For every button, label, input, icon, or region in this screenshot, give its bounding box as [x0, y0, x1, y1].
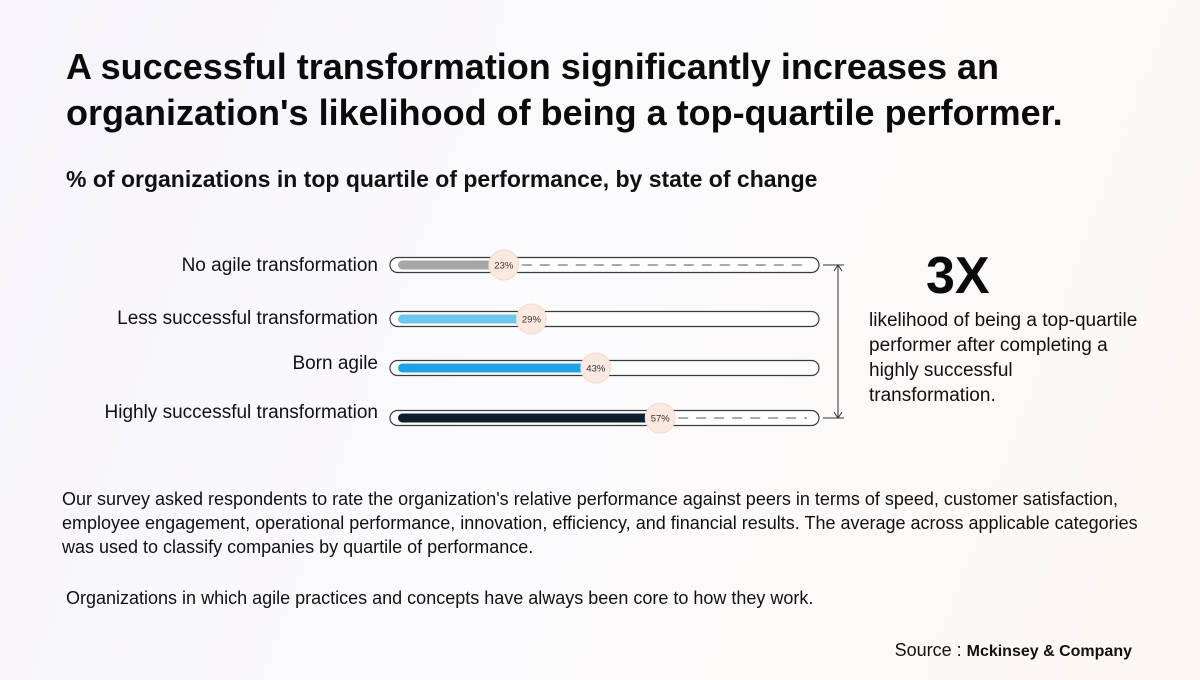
bracket-arrow-up: [833, 264, 843, 272]
bar-less-successful: [398, 314, 532, 324]
bar-highly-successful: [398, 413, 661, 423]
source-prefix: Source :: [894, 640, 967, 660]
value-label-no-agile: 23%: [494, 261, 514, 272]
value-bubble-highly-successful: [644, 402, 676, 434]
survey-description: Our survey asked respondents to rate the…: [62, 489, 1138, 557]
value-bubble-born-agile: [580, 352, 612, 384]
source-credit: Source : Mckinsey & Company: [895, 640, 1132, 661]
category-label-highly-successful: Highly successful transformation: [104, 402, 379, 423]
category-label-born-agile: Born agile: [292, 353, 378, 374]
callout-multiplier: 3X: [926, 247, 990, 305]
born-agile-definition: Organizations in which agile practices a…: [66, 588, 814, 608]
category-label-less-successful: Less successful transformation: [117, 308, 378, 329]
value-label-highly-successful: 57%: [651, 414, 671, 425]
value-bubble-less-successful: [515, 303, 547, 335]
bracket-arrow-down: [833, 411, 843, 419]
chart-subtitle: % of organizations in top quartile of pe…: [66, 166, 818, 192]
value-bubble-no-agile: [488, 249, 520, 281]
source-name: Mckinsey & Company: [966, 643, 1132, 660]
value-label-born-agile: 43%: [586, 364, 606, 375]
category-label-no-agile: No agile transformation: [181, 255, 378, 276]
callout-text: likelihood of being a top-quartile perfo…: [869, 310, 1138, 406]
value-label-less-successful: 29%: [522, 315, 542, 326]
page-title: A successful transformation significantl…: [66, 46, 1063, 133]
bar-no-agile: [398, 260, 504, 270]
bar-born-agile: [398, 363, 596, 373]
